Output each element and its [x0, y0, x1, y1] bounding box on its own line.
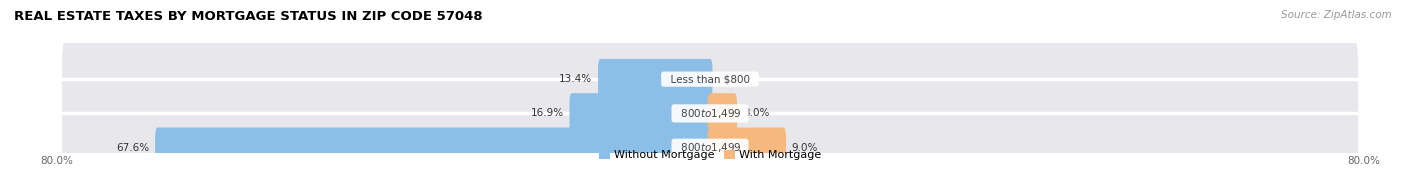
Text: Less than $800: Less than $800 [664, 74, 756, 84]
FancyBboxPatch shape [62, 36, 1358, 122]
FancyBboxPatch shape [155, 128, 713, 168]
Text: 9.0%: 9.0% [792, 143, 818, 153]
Text: 67.6%: 67.6% [117, 143, 149, 153]
FancyBboxPatch shape [707, 93, 737, 134]
FancyBboxPatch shape [598, 59, 713, 99]
Text: 3.0%: 3.0% [742, 108, 769, 118]
FancyBboxPatch shape [707, 128, 786, 168]
Legend: Without Mortgage, With Mortgage: Without Mortgage, With Mortgage [599, 150, 821, 161]
Text: $800 to $1,499: $800 to $1,499 [673, 141, 747, 154]
FancyBboxPatch shape [569, 93, 713, 134]
Text: REAL ESTATE TAXES BY MORTGAGE STATUS IN ZIP CODE 57048: REAL ESTATE TAXES BY MORTGAGE STATUS IN … [14, 10, 482, 23]
Text: 13.4%: 13.4% [560, 74, 592, 84]
Text: 16.9%: 16.9% [530, 108, 564, 118]
FancyBboxPatch shape [62, 105, 1358, 191]
Text: Source: ZipAtlas.com: Source: ZipAtlas.com [1281, 10, 1392, 20]
Text: 0.0%: 0.0% [723, 74, 748, 84]
FancyBboxPatch shape [62, 71, 1358, 156]
Text: $800 to $1,499: $800 to $1,499 [673, 107, 747, 120]
